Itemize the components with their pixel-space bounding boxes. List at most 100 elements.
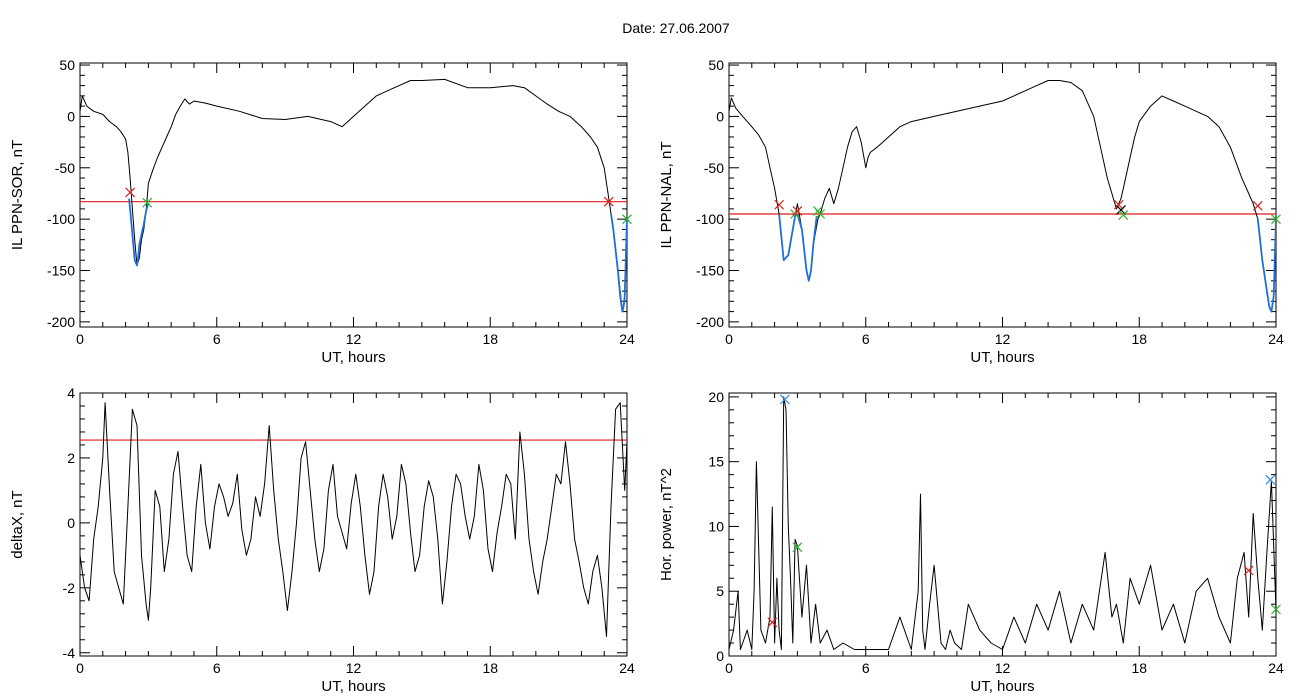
x-tick-label: 0 (76, 331, 84, 347)
x-tick-label: 18 (482, 660, 498, 676)
highlight-series-line (778, 213, 796, 262)
highlight-series-line (1256, 219, 1276, 313)
y-axis-label: deltaX, nT (9, 490, 26, 558)
series-line (729, 396, 1276, 650)
x-tick-label: 24 (1268, 660, 1284, 676)
series-line (80, 402, 627, 637)
cross-stroke (779, 394, 790, 405)
y-tick-label: 0 (716, 108, 724, 124)
y-tick-label: 0 (716, 648, 724, 664)
cross-stroke (603, 196, 614, 207)
x-tick-label: 12 (346, 660, 362, 676)
figure-title: Date: 27.06.2007 (622, 20, 730, 36)
y-tick-label: -2 (63, 580, 76, 596)
cross-marker (1118, 210, 1129, 220)
x-tick-label: 12 (346, 331, 362, 347)
y-tick-label: -100 (47, 211, 75, 227)
y-tick-label: 15 (708, 454, 724, 470)
cross-stroke (1265, 474, 1276, 485)
cross-marker (125, 187, 136, 198)
y-tick-label: 50 (59, 57, 75, 73)
cross-stroke (1113, 199, 1124, 210)
x-tick-label: 0 (725, 331, 733, 347)
x-axis-label: UT, hours (970, 678, 1034, 695)
data-layer (729, 396, 1276, 650)
y-axis-label: IL PPN-NAL, nT (658, 142, 675, 249)
cross-marker (1113, 199, 1124, 210)
cross-stroke (1116, 204, 1126, 215)
y-tick-label: -150 (696, 263, 724, 279)
y-tick-label: -150 (47, 263, 75, 279)
data-layer (729, 80, 1276, 313)
series-line (80, 78, 627, 313)
x-tick-label: 18 (482, 331, 498, 347)
cross-stroke (1252, 200, 1263, 211)
panel-4: 0 6 12 18 24 20 15 10 5 0 UT, hours Hor. power, nT^… (658, 389, 1284, 695)
y-tick-label: 0 (67, 515, 75, 531)
cross-marker (1116, 204, 1126, 215)
x-tick-label: 12 (995, 331, 1011, 347)
x-axis-label: UT, hours (321, 349, 385, 366)
panel-1: 0 6 12 18 24 50 0 -50 -100 -150 -200 UT, hours IL PP… (9, 57, 635, 366)
x-tick-label: 18 (1131, 660, 1147, 676)
cross-marker (603, 196, 614, 207)
y-tick-label: 20 (708, 389, 724, 405)
cross-marker (792, 542, 803, 553)
cross-stroke (815, 209, 826, 219)
cross-marker (622, 214, 632, 225)
x-tick-label: 24 (1268, 331, 1284, 347)
cross-marker (1271, 214, 1281, 225)
x-tick-label: 24 (619, 331, 635, 347)
x-tick-label: 18 (1131, 331, 1147, 347)
cross-stroke (1118, 210, 1129, 220)
x-tick-label: 6 (862, 660, 870, 676)
cross-stroke (792, 205, 803, 216)
cross-marker (767, 617, 778, 628)
cross-stroke (622, 214, 632, 225)
x-axis-label: UT, hours (321, 678, 385, 695)
y-tick-label: 2 (67, 450, 75, 466)
cross-marker (1265, 474, 1276, 485)
cross-stroke (767, 617, 778, 628)
cross-stroke (125, 187, 136, 198)
x-tick-label: 12 (995, 660, 1011, 676)
cross-stroke (1243, 565, 1254, 576)
y-tick-label: -200 (47, 314, 75, 330)
y-tick-label: -50 (704, 160, 724, 176)
data-layer (80, 78, 627, 313)
cross-marker (779, 394, 790, 405)
cross-stroke (792, 542, 803, 553)
y-axis-label: Hor. power, nT^2 (658, 468, 675, 581)
panel-2: 0 6 12 18 24 50 0 -50 -100 -150 -200 UT, hours IL PP… (658, 57, 1284, 366)
cross-stroke (142, 197, 153, 208)
cross-marker (1243, 565, 1254, 576)
cross-marker (1252, 200, 1263, 211)
x-tick-label: 24 (619, 660, 635, 676)
plot-frame (728, 392, 1277, 657)
cross-marker (792, 205, 803, 216)
y-tick-label: 4 (67, 385, 75, 401)
y-tick-label: 10 (708, 518, 724, 534)
y-axis-label: IL PPN-SOR, nT (9, 140, 26, 250)
x-tick-label: 6 (213, 660, 221, 676)
x-tick-label: 0 (76, 660, 84, 676)
x-axis-label: UT, hours (970, 349, 1034, 366)
cross-marker (142, 197, 153, 208)
cross-stroke (774, 199, 785, 210)
highlight-series-line (128, 198, 150, 267)
cross-marker (1271, 604, 1281, 615)
panel-3: 0 6 12 18 24 4 2 0 -2 -4 UT, hours deltaX, nT (9, 385, 635, 695)
y-tick-label: 50 (708, 57, 724, 73)
x-tick-label: 0 (725, 660, 733, 676)
cross-stroke (1271, 604, 1281, 615)
y-tick-label: -50 (55, 160, 75, 176)
plot-frame (728, 62, 1277, 328)
plot-frame (79, 392, 628, 657)
data-layer (80, 402, 627, 637)
x-tick-label: 6 (862, 331, 870, 347)
highlight-series-line (610, 213, 627, 313)
cross-stroke (1271, 214, 1281, 225)
y-tick-label: -200 (696, 314, 724, 330)
